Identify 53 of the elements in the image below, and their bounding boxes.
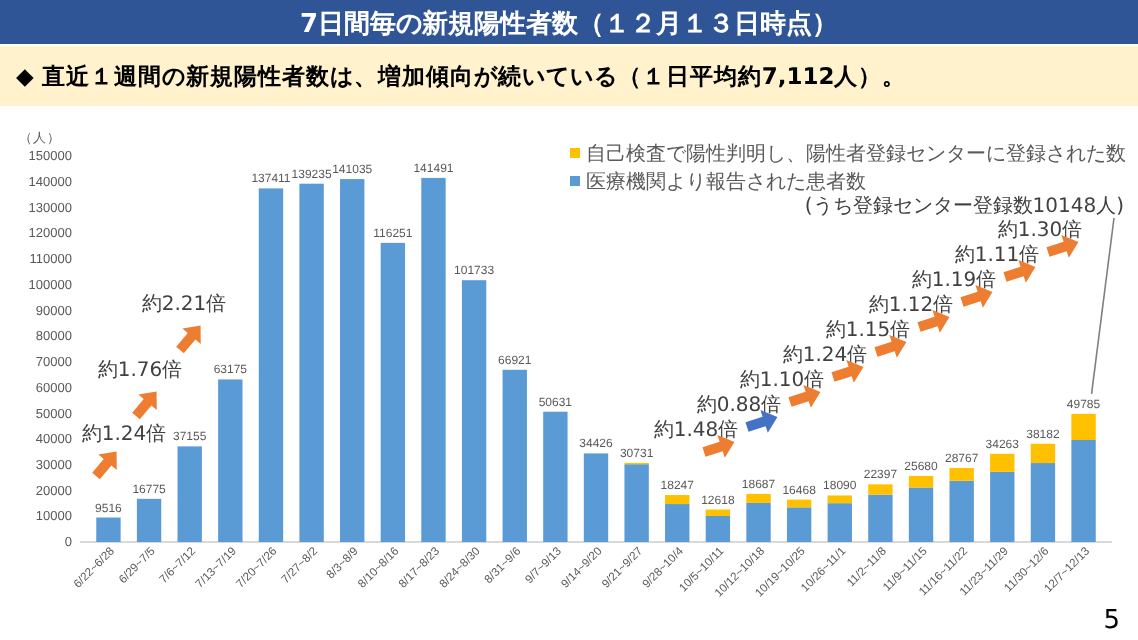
annotation: 約1.19倍 <box>911 268 997 292</box>
bar <box>990 453 1015 472</box>
bar <box>299 183 324 542</box>
bar <box>1071 413 1096 440</box>
bar <box>705 515 731 542</box>
bar <box>990 471 1015 542</box>
bar <box>949 467 974 481</box>
annotation: 約1.11倍 <box>954 243 1040 267</box>
bar <box>543 411 568 542</box>
bar <box>583 453 609 542</box>
bar <box>665 504 690 542</box>
bar <box>786 507 812 542</box>
bar <box>218 379 243 542</box>
annotation: 約1.76倍 <box>97 358 183 382</box>
bar <box>1071 440 1096 542</box>
bar <box>665 495 690 505</box>
annotation: 約0.88倍 <box>696 393 782 417</box>
bar <box>177 446 202 542</box>
bar <box>827 495 852 504</box>
annotation: 約1.10倍 <box>739 368 825 392</box>
bar <box>746 502 771 542</box>
bar <box>868 494 893 542</box>
bar <box>258 188 284 542</box>
legend-label: 自己検査で陽性判明し、陽性者登録センターに登録された数 <box>586 142 1126 166</box>
legend-label: 医療機関より報告された患者数 <box>586 170 866 194</box>
annotation: 約1.15倍 <box>825 318 911 342</box>
bar <box>827 503 852 542</box>
bar <box>136 498 162 542</box>
chart-subtitle: ◆ 直近１週間の新規陽性者数は、増加傾向が続いている（１日平均約7,112人）。 <box>16 62 907 90</box>
bar <box>705 509 731 516</box>
bar <box>1030 463 1056 542</box>
annotation: 約1.12倍 <box>868 293 954 317</box>
chart-title: 7日間毎の新規陽性者数（１２月１３日時点） <box>299 8 839 40</box>
bar <box>461 280 487 542</box>
bar <box>949 480 974 542</box>
bar <box>908 487 934 542</box>
annotation: 約1.30倍 <box>997 218 1083 242</box>
bar <box>624 464 649 542</box>
bar <box>340 179 365 542</box>
bar <box>96 517 121 542</box>
bar <box>868 484 893 495</box>
annotation: (うち登録センター登録数10148人) <box>804 194 1125 218</box>
annotation: 約1.24倍 <box>782 343 868 367</box>
text: 5 <box>1103 606 1120 636</box>
annotation: 約1.24倍 <box>81 422 167 446</box>
bar <box>746 493 771 503</box>
bar <box>1030 443 1056 464</box>
annotation: 約2.21倍 <box>141 292 227 316</box>
bar <box>421 177 446 542</box>
bar <box>380 242 406 542</box>
annotation: 約1.48倍 <box>653 418 739 442</box>
bar <box>502 369 527 542</box>
bar <box>908 475 934 488</box>
